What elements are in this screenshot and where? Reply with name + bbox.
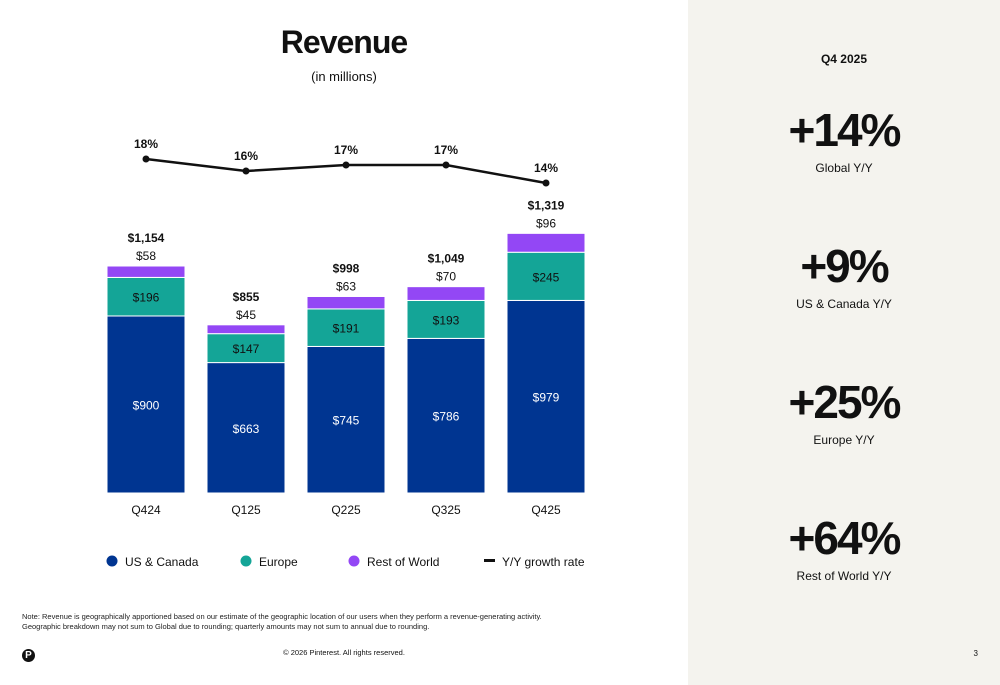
growth-point [442, 161, 450, 169]
bar-value-label: $196 [133, 291, 160, 305]
stat-europe: +25% Europe Y/Y [688, 377, 1000, 447]
bar-value-label: $193 [433, 313, 460, 327]
legend-line-swatch [484, 559, 495, 562]
stat-label: Europe Y/Y [813, 433, 875, 447]
growth-point [342, 161, 350, 169]
legend-label: Rest of World [367, 555, 439, 569]
total-label: $1,154 [128, 231, 165, 245]
stat-global: +14% Global Y/Y [688, 105, 1000, 175]
bar-rest-of-world [506, 232, 586, 253]
bar-value-label: $745 [333, 414, 360, 428]
period-label: Q4 2025 [820, 52, 868, 66]
growth-label: 18% [134, 137, 158, 151]
legend-label: Europe [259, 555, 298, 569]
stat-value: +14% [788, 104, 902, 156]
x-tick-label: Q225 [331, 503, 361, 517]
chart-subtitle: (in millions) [311, 69, 377, 84]
summary-panel: Q4 2025 +14% Global Y/Y +9% US & Canada Y/… [688, 0, 1000, 685]
bar-value-label: $979 [533, 391, 560, 405]
bar-us-canada [206, 362, 286, 494]
growth-point [542, 179, 550, 187]
stat-value: +25% [788, 376, 902, 428]
footnote: Note: Revenue is geographically apportio… [22, 612, 542, 632]
pinterest-logo-icon: P [22, 649, 35, 662]
growth-label: 17% [434, 143, 458, 157]
total-label: $1,049 [428, 252, 465, 266]
growth-point [242, 167, 250, 175]
footnote-line: Note: Revenue is geographically apportio… [22, 612, 542, 621]
bar-rest-of-world [206, 324, 286, 335]
bar-rest-of-world [306, 295, 386, 310]
bar-us-canada [506, 299, 586, 494]
bar-value-label: $191 [333, 322, 360, 336]
stat-us-canada: +9% US & Canada Y/Y [688, 241, 1000, 311]
bar-europe [506, 251, 586, 301]
bar-value-label: $663 [233, 422, 260, 436]
bar-value-label: $786 [433, 410, 460, 424]
page-number: 3 [973, 649, 978, 658]
bar-value-label: $245 [533, 270, 560, 284]
growth-point [142, 155, 150, 163]
stat-label: Rest of World Y/Y [796, 569, 892, 583]
bar-value-label: $900 [133, 398, 160, 412]
bar-value-label: $70 [436, 270, 456, 284]
stat-label: Global Y/Y [815, 161, 873, 175]
growth-label: 17% [334, 143, 358, 157]
bar-europe [106, 276, 186, 317]
legend-label: Y/Y growth rate [502, 555, 585, 569]
footnote-line: Geographic breakdown may not sum to Glob… [22, 622, 430, 631]
bar-value-label: $63 [336, 279, 356, 293]
bar-value-label: $58 [136, 249, 156, 263]
copyright: © 2026 Pinterest. All rights reserved. [283, 648, 405, 657]
x-tick-label: Q125 [231, 503, 261, 517]
growth-label: 14% [534, 161, 558, 175]
bar-us-canada [106, 315, 186, 494]
legend-label: US & Canada [125, 555, 199, 569]
bar-rest-of-world [406, 286, 486, 301]
legend-swatch [348, 555, 360, 567]
x-tick-label: Q325 [431, 503, 461, 517]
stat-label: US & Canada Y/Y [796, 297, 892, 311]
x-tick-label: Q424 [131, 503, 161, 517]
total-label: $998 [333, 261, 360, 275]
bar-value-label: $96 [536, 216, 556, 230]
bar-us-canada [306, 345, 386, 494]
growth-label: 16% [234, 149, 258, 163]
legend-swatch [240, 555, 252, 567]
total-label: $855 [233, 290, 260, 304]
bar-value-label: $45 [236, 308, 256, 322]
legend-swatch [106, 555, 118, 567]
chart-title: Revenue [280, 24, 408, 60]
bar-us-canada [406, 337, 486, 494]
bar-rest-of-world [106, 265, 186, 278]
bar-value-label: $147 [233, 342, 260, 356]
stat-value: +64% [788, 512, 902, 564]
stat-rest-of-world: +64% Rest of World Y/Y [688, 513, 1000, 583]
x-tick-label: Q425 [531, 503, 561, 517]
stat-value: +9% [800, 240, 889, 292]
total-label: $1,319 [528, 198, 565, 212]
revenue-chart: $900 $196 $58 $1,154 Q424 $663 $147 $45 $855 Q125… [106, 137, 586, 569]
